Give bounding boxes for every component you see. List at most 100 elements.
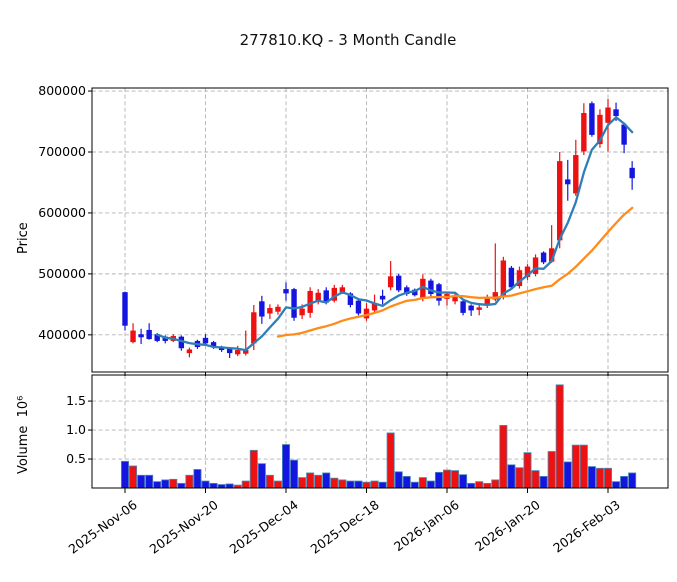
- candle-body: [468, 305, 474, 311]
- candle-body: [122, 292, 128, 326]
- volume-bar: [185, 474, 194, 489]
- volume-bar: [467, 482, 476, 489]
- candle-body: [404, 287, 410, 294]
- volume-bar: [330, 477, 339, 489]
- volume-bar: [290, 459, 299, 489]
- volume-bar: [451, 470, 460, 489]
- volume-bar: [459, 474, 468, 489]
- volume-bar: [362, 481, 371, 489]
- candle-body: [251, 312, 257, 344]
- candle-body: [484, 297, 490, 306]
- candle-body: [565, 179, 571, 185]
- volume-bar: [507, 464, 516, 489]
- candle-body: [315, 292, 321, 301]
- candle-body: [396, 275, 402, 291]
- candle-body: [557, 161, 563, 241]
- ma20-line: [276, 206, 634, 338]
- volume-bar: [491, 479, 500, 489]
- candle-body: [267, 308, 273, 314]
- candle-body: [621, 124, 627, 145]
- volume-bar: [257, 463, 266, 489]
- volume-bar: [241, 480, 250, 489]
- volume-bar: [209, 482, 218, 489]
- chart-title: 277810.KQ - 3 Month Candle: [239, 31, 457, 49]
- volume-bar: [201, 480, 210, 489]
- price-tick-label: 500000: [38, 265, 86, 281]
- candle-body: [146, 329, 152, 340]
- price-tick-label: 400000: [38, 326, 86, 342]
- volume-bar: [217, 484, 226, 489]
- volume-bar: [370, 480, 379, 489]
- candle-body: [130, 330, 136, 343]
- volume-bar: [579, 444, 588, 489]
- candle-body: [323, 290, 329, 303]
- candle-body: [235, 350, 241, 355]
- candle-body: [299, 308, 305, 316]
- candle-body: [283, 289, 289, 294]
- candle-body: [412, 289, 418, 296]
- candle-body: [500, 260, 507, 298]
- volume-bar: [137, 474, 146, 489]
- volume-bar: [225, 483, 234, 489]
- candle-body: [363, 308, 370, 319]
- candle-body: [548, 248, 555, 262]
- price-tick-label: 800000: [38, 83, 86, 99]
- price-tick-label: 700000: [38, 143, 86, 159]
- volume-tick-label: 1.0: [66, 422, 86, 438]
- candle-body: [307, 290, 313, 313]
- candle-body: [291, 289, 297, 318]
- candle-body: [186, 349, 193, 354]
- volume-bar: [322, 472, 331, 489]
- candle-body: [243, 350, 249, 354]
- volume-bar: [426, 480, 435, 489]
- price-tick-label: 600000: [38, 204, 86, 220]
- volume-bar: [386, 432, 395, 489]
- volume-bar: [281, 444, 290, 489]
- volume-bar: [306, 472, 315, 489]
- volume-bar: [434, 471, 443, 489]
- volume-bar: [145, 474, 154, 489]
- volume-bar: [628, 472, 637, 489]
- volume-bar: [273, 480, 282, 489]
- volume-bar: [410, 481, 419, 489]
- volume-bar: [499, 425, 508, 489]
- volume-tick-label: 0.5: [66, 451, 86, 467]
- volume-bar: [169, 478, 178, 489]
- volume-bar: [620, 476, 629, 489]
- volume-bar: [547, 451, 556, 489]
- volume-bar: [249, 449, 258, 489]
- candle-body: [581, 112, 587, 152]
- candle-body: [629, 167, 635, 179]
- volume-bar: [515, 467, 524, 489]
- volume-bar: [402, 476, 411, 489]
- volume-bar: [394, 471, 403, 489]
- volume-bar: [378, 481, 387, 489]
- volume-bar: [531, 470, 540, 489]
- candle-body: [371, 303, 378, 311]
- candle-body: [347, 293, 354, 305]
- candle-body: [460, 301, 466, 313]
- panel-frames: [88, 87, 669, 493]
- candle-body: [154, 334, 160, 341]
- candle-body: [452, 296, 458, 302]
- volume-bar: [563, 461, 572, 489]
- volume-bar: [483, 482, 492, 489]
- candle-body: [339, 287, 346, 293]
- candle-body: [540, 252, 547, 263]
- candles: [122, 98, 635, 358]
- candle-body: [605, 107, 611, 123]
- volume-tick-label: 1.5: [66, 393, 86, 409]
- volume-bar: [338, 479, 347, 489]
- volume-bar: [612, 481, 621, 489]
- volume-bar: [121, 460, 130, 489]
- candle-body: [275, 306, 281, 312]
- candle-body: [331, 287, 337, 301]
- volume-bar: [555, 384, 564, 489]
- volume-bar: [161, 479, 170, 489]
- volume-bar: [346, 480, 355, 489]
- volume-bar: [595, 467, 604, 489]
- volume-bar: [523, 452, 532, 489]
- volume-bar: [539, 476, 548, 489]
- volume-bar: [193, 469, 202, 489]
